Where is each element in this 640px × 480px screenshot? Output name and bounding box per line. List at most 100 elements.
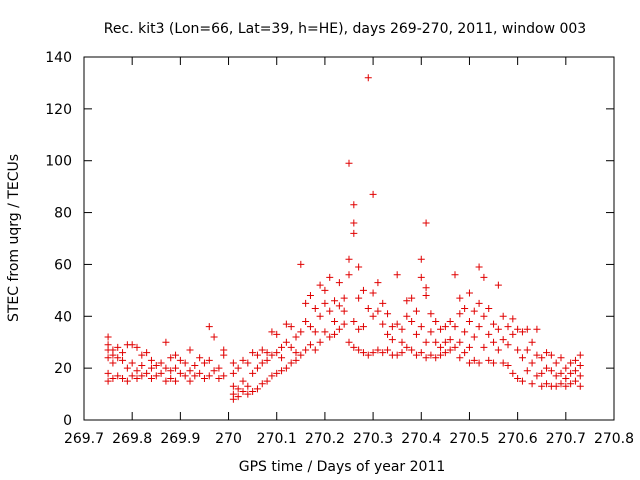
data-point [504, 341, 512, 349]
data-point [480, 343, 488, 351]
data-point [355, 263, 363, 271]
data-point [215, 364, 223, 372]
x-tick-label: 269.7 [64, 431, 104, 447]
y-tick-label: 120 [45, 102, 72, 118]
data-point [263, 349, 271, 357]
data-point [176, 356, 184, 364]
data-point [249, 387, 257, 395]
data-point [547, 367, 555, 375]
data-point [490, 359, 498, 367]
data-point [432, 354, 440, 362]
data-point [441, 349, 449, 357]
data-point [191, 362, 199, 370]
data-point [326, 307, 334, 315]
data-point [287, 359, 295, 367]
data-point [562, 382, 570, 390]
data-point [147, 375, 155, 383]
data-point [249, 349, 257, 357]
data-point [234, 385, 242, 393]
data-point [432, 338, 440, 346]
data-point [441, 338, 449, 346]
data-point [432, 317, 440, 325]
data-point [461, 328, 469, 336]
data-point [533, 351, 541, 359]
data-point [302, 299, 310, 307]
data-point [470, 307, 478, 315]
data-point [229, 382, 237, 390]
data-point [123, 377, 131, 385]
data-point [282, 320, 290, 328]
data-point [384, 330, 392, 338]
data-point [494, 346, 502, 354]
data-point [576, 382, 584, 390]
data-point [104, 354, 112, 362]
data-point [557, 369, 565, 377]
data-point [143, 369, 151, 377]
data-point [306, 292, 314, 300]
data-point [196, 369, 204, 377]
data-point [311, 346, 319, 354]
data-point [157, 359, 165, 367]
data-point [485, 305, 493, 313]
data-point [379, 349, 387, 357]
data-point [485, 330, 493, 338]
data-point [552, 372, 560, 380]
data-point [273, 369, 281, 377]
data-point [278, 354, 286, 362]
data-point [119, 356, 127, 364]
data-point [326, 333, 334, 341]
data-point [552, 382, 560, 390]
data-point [523, 346, 531, 354]
data-point [557, 380, 565, 388]
data-point [345, 338, 353, 346]
data-point [451, 271, 459, 279]
data-point [234, 393, 242, 401]
data-point [109, 351, 117, 359]
data-point [331, 297, 339, 305]
data-point [200, 375, 208, 383]
data-point [340, 294, 348, 302]
x-tick-label: 269.9 [160, 431, 200, 447]
data-point [215, 375, 223, 383]
data-point [480, 273, 488, 281]
data-point [282, 338, 290, 346]
x-tick-label: 270.7 [546, 431, 586, 447]
data-point [147, 364, 155, 372]
data-point [244, 382, 252, 390]
data-point [465, 317, 473, 325]
x-tick-label: 270.6 [498, 431, 538, 447]
data-point [576, 351, 584, 359]
data-point [465, 343, 473, 351]
data-point [268, 372, 276, 380]
data-point [210, 333, 218, 341]
data-point [475, 323, 483, 331]
data-point [369, 312, 377, 320]
data-point [451, 323, 459, 331]
data-point [128, 372, 136, 380]
data-point [335, 279, 343, 287]
data-point [393, 271, 401, 279]
chart-title: Rec. kit3 (Lon=66, Lat=39, h=HE), days 2… [104, 21, 586, 37]
data-point [316, 281, 324, 289]
data-point [364, 351, 372, 359]
data-point [355, 346, 363, 354]
data-point [205, 372, 213, 380]
data-point [186, 377, 194, 385]
data-point [528, 338, 536, 346]
data-point [273, 349, 281, 357]
data-point [456, 294, 464, 302]
data-point [384, 310, 392, 318]
data-point [157, 369, 165, 377]
data-point [412, 351, 420, 359]
data-point [543, 364, 551, 372]
data-point [220, 351, 228, 359]
data-point [523, 367, 531, 375]
y-tick-label: 100 [45, 154, 72, 170]
data-point [427, 310, 435, 318]
data-point [499, 359, 507, 367]
data-point [200, 359, 208, 367]
data-point [355, 294, 363, 302]
data-point [461, 305, 469, 313]
data-point [350, 317, 358, 325]
data-point [514, 346, 522, 354]
